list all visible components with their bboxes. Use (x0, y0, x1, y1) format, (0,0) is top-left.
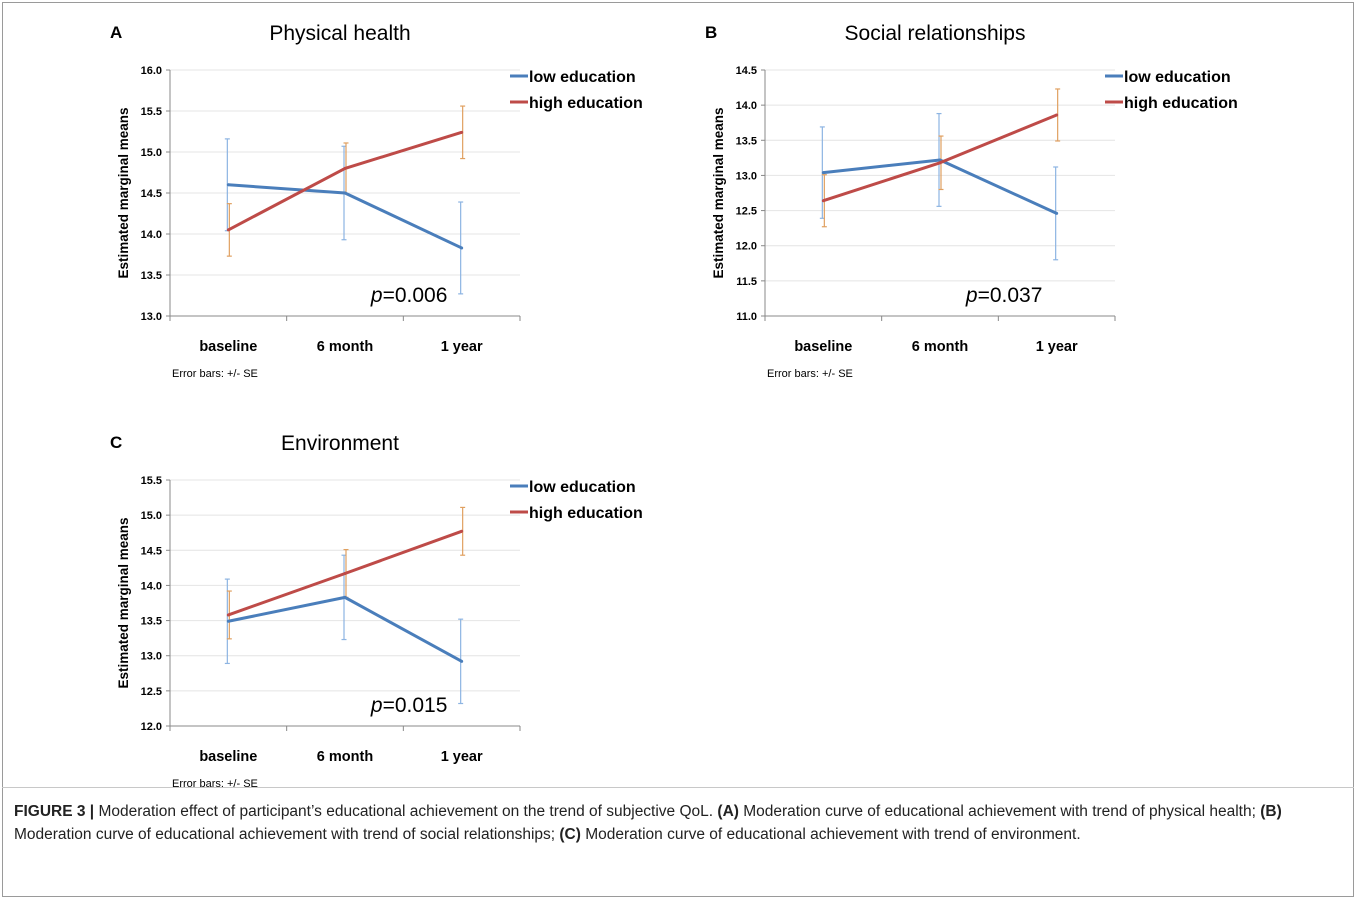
legend-label-b: high education (1124, 95, 1238, 112)
y-tick-label-a: 14.0 (141, 229, 162, 241)
data-point-c (460, 659, 464, 663)
y-tick-label-b: 12.0 (736, 241, 757, 253)
chart-b-svg: B Social relationships 11.0 11.5 12.0 12.5 13.… (705, 22, 1238, 380)
p-value-symbol-c: p (370, 694, 383, 717)
data-point-c (343, 571, 347, 575)
data-point-a (343, 191, 347, 195)
data-point-b (938, 161, 942, 165)
y-tick-label-c: 13.5 (141, 616, 162, 628)
data-point-b (1055, 211, 1059, 215)
data-point-c (460, 529, 464, 533)
y-tick-label-b: 11.5 (736, 276, 757, 288)
chart-panel-b: B Social relationships 11.0 11.5 12.0 12.5 13.… (705, 18, 1265, 388)
data-point-b (821, 199, 825, 203)
y-tick-label-c: 14.5 (141, 545, 162, 557)
p-value-number-c: =0.015 (383, 694, 448, 717)
y-tick-label-b: 13.5 (736, 135, 757, 147)
x-tick-label-a: 1 year (441, 339, 483, 355)
data-point-c (343, 595, 347, 599)
data-point-b (821, 171, 825, 175)
data-point-a (460, 246, 464, 250)
p-value-annotation-c: p=0.015 (370, 694, 448, 717)
y-tick-label-a: 14.5 (141, 188, 162, 200)
panel-label-c: C (110, 433, 122, 452)
y-tick-label-a: 15.5 (141, 106, 162, 118)
y-tick-label-c: 12.5 (141, 686, 162, 698)
x-tick-label-c: 1 year (441, 749, 483, 765)
y-tick-label-c: 12.0 (141, 721, 162, 733)
y-tick-label-b: 12.5 (736, 206, 757, 218)
caption-divider (2, 787, 1354, 788)
legend-label-c: high education (529, 505, 643, 522)
y-tick-label-a: 15.0 (141, 147, 162, 159)
y-tick-label-a: 13.5 (141, 270, 162, 282)
caption-b-label: (B) (1260, 803, 1282, 820)
caption-figure-label: FIGURE 3 | (14, 803, 95, 820)
caption-a-text: Moderation curve of educational achievem… (738, 803, 1261, 820)
chart-title-c: Environment (281, 432, 399, 455)
data-point-b (1055, 113, 1059, 117)
x-tick-label-c: 6 month (317, 749, 373, 765)
p-value-annotation-a: p=0.006 (370, 284, 448, 307)
x-tick-label-b: 6 month (912, 339, 968, 355)
y-axis-label-b: Estimated marginal means (711, 107, 726, 278)
caption-intro: Moderation effect of participant’s educa… (94, 803, 718, 820)
x-tick-label-a: baseline (199, 339, 257, 355)
panel-label-a: A (110, 23, 122, 42)
p-value-number-a: =0.006 (383, 284, 448, 307)
y-tick-label-a: 16.0 (141, 65, 162, 77)
y-tick-label-c: 15.5 (141, 475, 162, 487)
p-value-symbol-b: p (965, 284, 978, 307)
y-tick-label-b: 11.0 (736, 311, 757, 323)
series-line-b-high-education (822, 113, 1058, 203)
x-tick-label-c: baseline (199, 749, 257, 765)
legend-label-a: low education (529, 69, 636, 86)
data-point-c (226, 619, 230, 623)
chart-title-b: Social relationships (845, 22, 1026, 45)
series-line-b-low-education (823, 158, 1058, 215)
y-axis-label-c: Estimated marginal means (116, 517, 131, 688)
y-axis-label-a: Estimated marginal means (116, 107, 131, 278)
data-point-b (938, 158, 942, 162)
data-point-a (226, 183, 230, 187)
y-tick-label-c: 13.0 (141, 651, 162, 663)
p-value-annotation-b: p=0.037 (965, 284, 1043, 307)
p-value-symbol-a: p (370, 284, 383, 307)
error-bars-note-c: Error bars: +/- SE (172, 778, 258, 790)
legend-label-b: low education (1124, 69, 1231, 86)
chart-panel-c: C Environment 12.0 12.5 13.0 13.5 14.0 14.5 15.0… (110, 428, 670, 798)
data-point-a (460, 130, 464, 134)
error-bars-note-b: Error bars: +/- SE (767, 368, 853, 380)
p-value-number-b: =0.037 (978, 284, 1043, 307)
chart-title-a: Physical health (269, 22, 410, 45)
y-tick-label-c: 15.0 (141, 510, 162, 522)
chart-a-svg: A Physical health 13.0 13.5 14.0 14.5 15.0 15.5… (110, 22, 643, 380)
x-tick-label-a: 6 month (317, 339, 373, 355)
series-line-c-low-education (228, 595, 463, 663)
legend-label-a: high education (529, 95, 643, 112)
x-tick-label-b: baseline (794, 339, 852, 355)
caption-c-text: Moderation curve of educational achievem… (580, 826, 1081, 843)
figure-caption: FIGURE 3 | Moderation effect of particip… (14, 800, 1344, 846)
caption-a-label: (A) (717, 803, 739, 820)
panel-label-b: B (705, 23, 717, 42)
error-bars-note-a: Error bars: +/- SE (172, 368, 258, 380)
series-line-a-high-education (227, 130, 463, 232)
data-point-c (226, 613, 230, 617)
y-tick-label-b: 14.5 (736, 65, 757, 77)
caption-b-text: Moderation curve of educational achievem… (14, 826, 560, 843)
data-point-a (343, 166, 347, 170)
legend-label-c: low education (529, 479, 636, 496)
chart-c-svg: C Environment 12.0 12.5 13.0 13.5 14.0 14.5 15.0… (110, 432, 643, 790)
y-tick-label-c: 14.0 (141, 580, 162, 592)
caption-c-label: (C) (559, 826, 581, 843)
y-tick-label-b: 13.0 (736, 170, 757, 182)
chart-panel-a: A Physical health 13.0 13.5 14.0 14.5 15.0 15.5… (110, 18, 670, 388)
data-point-a (226, 228, 230, 232)
y-tick-label-b: 14.0 (736, 100, 757, 112)
y-tick-label-a: 13.0 (141, 311, 162, 323)
x-tick-label-b: 1 year (1036, 339, 1078, 355)
